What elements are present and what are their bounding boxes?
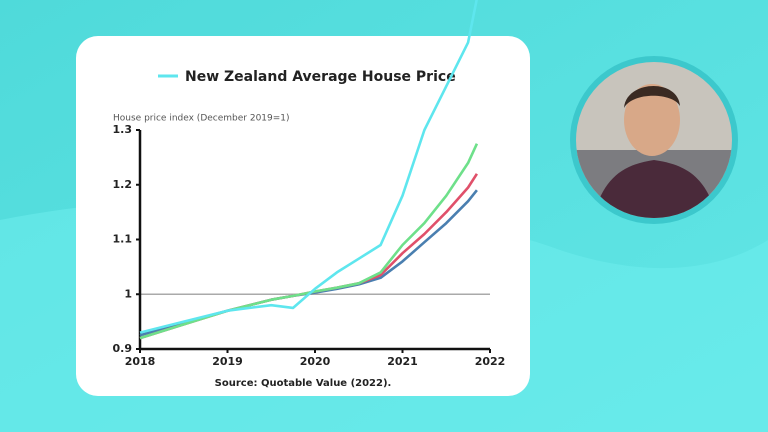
hair bbox=[624, 85, 680, 108]
chart-title: New Zealand Average House Price bbox=[185, 69, 456, 85]
y-tick-label: 1.3 bbox=[113, 123, 133, 136]
y-tick-label: 1.2 bbox=[113, 178, 133, 191]
x-tick-label: 2022 bbox=[475, 355, 506, 368]
chart: New Zealand Average House Price House pr… bbox=[113, 69, 456, 389]
x-tick-label: 2019 bbox=[212, 355, 243, 368]
y-tick-label: 0.9 bbox=[113, 342, 133, 355]
series-line bbox=[139, 0, 478, 334]
x-tick-label: 2020 bbox=[300, 355, 331, 368]
y-tick-label: 1.1 bbox=[113, 233, 133, 246]
source-note: Source: Quotable Value (2022). bbox=[215, 378, 392, 389]
x-tick-label: 2018 bbox=[125, 355, 156, 368]
face bbox=[624, 84, 680, 156]
y-tick-label: 1 bbox=[124, 287, 132, 300]
y-axis-label: House price index (December 2019=1) bbox=[113, 114, 290, 124]
chart-card bbox=[76, 36, 530, 396]
x-tick-label: 2021 bbox=[387, 355, 418, 368]
